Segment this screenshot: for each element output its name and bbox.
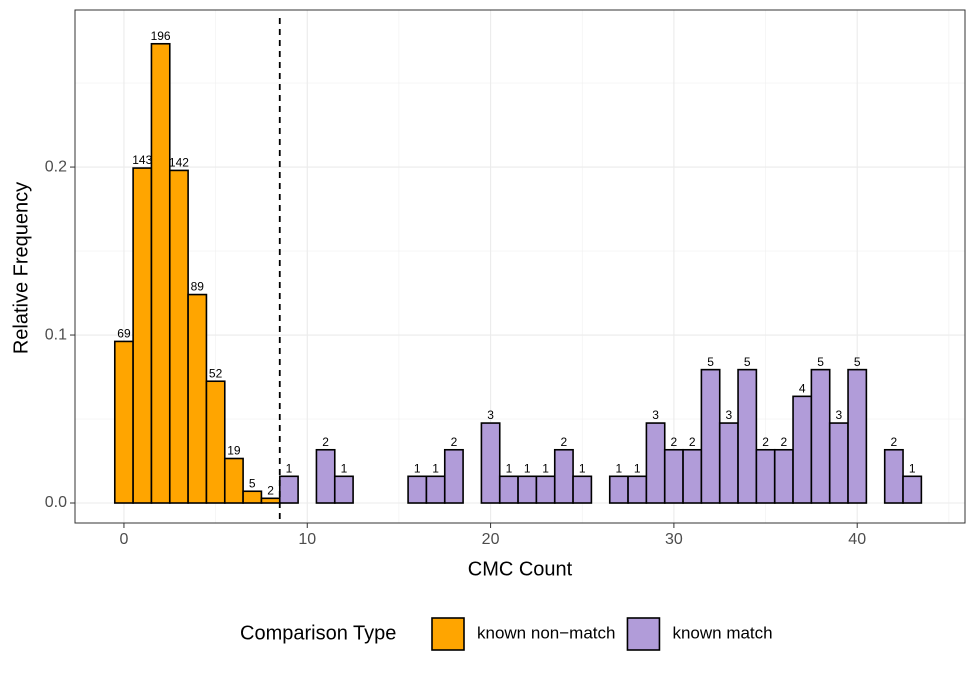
data-label: 19 [227, 444, 241, 458]
data-label: 89 [191, 280, 205, 294]
data-label: 1 [432, 461, 439, 475]
y-axis-label: Relative Frequency [10, 182, 32, 354]
bar [737, 368, 758, 504]
data-label: 2 [267, 483, 274, 497]
data-label: 2 [762, 435, 769, 449]
bar [663, 448, 684, 504]
data-label: 69 [117, 327, 131, 341]
legend-label: known match [672, 623, 772, 642]
data-label: 143 [132, 153, 152, 167]
legend-key [431, 617, 465, 651]
x-tick-label: 0 [119, 531, 128, 548]
data-label: 3 [652, 408, 659, 422]
bar [883, 448, 904, 504]
bar [792, 395, 813, 504]
data-label: 1 [634, 461, 641, 475]
bar [498, 475, 519, 504]
bar [700, 368, 721, 504]
data-label: 142 [169, 156, 189, 170]
data-label: 5 [854, 355, 861, 369]
legend-title: Comparison Type [240, 622, 396, 644]
data-label: 5 [707, 355, 714, 369]
bar [132, 167, 153, 504]
bar [205, 380, 226, 504]
data-label: 2 [891, 435, 898, 449]
data-label: 1 [286, 461, 293, 475]
bar [572, 475, 593, 504]
bar [242, 490, 263, 504]
bar [755, 448, 776, 504]
y-tick-label: 0.2 [45, 158, 67, 175]
bar [315, 448, 336, 504]
data-label: 1 [579, 461, 586, 475]
bar [553, 448, 574, 504]
data-label: 2 [561, 435, 568, 449]
legend-label: known non−match [477, 623, 615, 642]
bar [535, 475, 556, 504]
bar [480, 422, 501, 504]
data-label: 3 [836, 408, 843, 422]
bar [902, 475, 923, 504]
data-label: 2 [322, 435, 329, 449]
data-label: 1 [341, 461, 348, 475]
x-tick-label: 10 [298, 531, 316, 548]
data-label: 2 [689, 435, 696, 449]
data-label: 1 [909, 461, 916, 475]
data-label: 5 [249, 476, 256, 490]
data-label: 1 [616, 461, 623, 475]
data-label: 196 [151, 29, 171, 43]
legend-key [626, 617, 661, 651]
data-label: 5 [817, 355, 824, 369]
bar [407, 475, 428, 504]
bar [847, 368, 868, 504]
data-label: 1 [506, 461, 513, 475]
bar [810, 368, 831, 504]
bar [168, 169, 189, 504]
bar [443, 448, 464, 504]
bar [645, 422, 666, 504]
bar [278, 475, 299, 504]
data-label: 1 [524, 461, 531, 475]
x-tick-label: 20 [482, 531, 500, 548]
data-label: 4 [799, 382, 806, 396]
data-label: 5 [744, 355, 751, 369]
bar [187, 293, 208, 504]
data-label: 52 [209, 366, 223, 380]
panel-border [74, 9, 966, 524]
data-label: 1 [414, 461, 421, 475]
bar [333, 475, 354, 504]
data-label: 2 [451, 435, 458, 449]
bar [682, 448, 703, 504]
x-tick-label: 30 [665, 531, 683, 548]
data-label: 3 [487, 408, 494, 422]
y-tick-label: 0.1 [45, 326, 67, 343]
bar [150, 42, 171, 504]
y-tick-label: 0.0 [45, 494, 67, 511]
bar [627, 475, 648, 504]
bar [425, 475, 446, 504]
bar [773, 448, 794, 504]
bar [223, 457, 244, 504]
data-label: 2 [671, 435, 678, 449]
bar [260, 497, 281, 504]
bar [828, 422, 849, 504]
bar [718, 422, 739, 504]
data-label: 1 [542, 461, 549, 475]
bar [517, 475, 538, 504]
data-label: 2 [781, 435, 788, 449]
bar [608, 475, 629, 504]
x-axis-label: CMC Count [468, 558, 573, 580]
data-label: 3 [726, 408, 733, 422]
bar [113, 340, 134, 504]
x-tick-label: 40 [848, 531, 866, 548]
